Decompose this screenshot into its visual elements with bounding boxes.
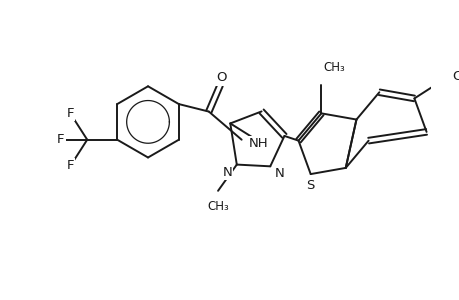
- Text: F: F: [57, 133, 65, 146]
- Text: O: O: [216, 71, 227, 84]
- Text: S: S: [306, 179, 314, 192]
- Text: F: F: [67, 159, 74, 172]
- Text: NH: NH: [249, 137, 268, 150]
- Text: CH₃: CH₃: [323, 61, 344, 74]
- Text: N: N: [274, 167, 284, 180]
- Text: CH₃: CH₃: [207, 200, 229, 213]
- Text: F: F: [67, 107, 74, 120]
- Text: Cl: Cl: [451, 70, 459, 83]
- Text: N: N: [222, 166, 232, 178]
